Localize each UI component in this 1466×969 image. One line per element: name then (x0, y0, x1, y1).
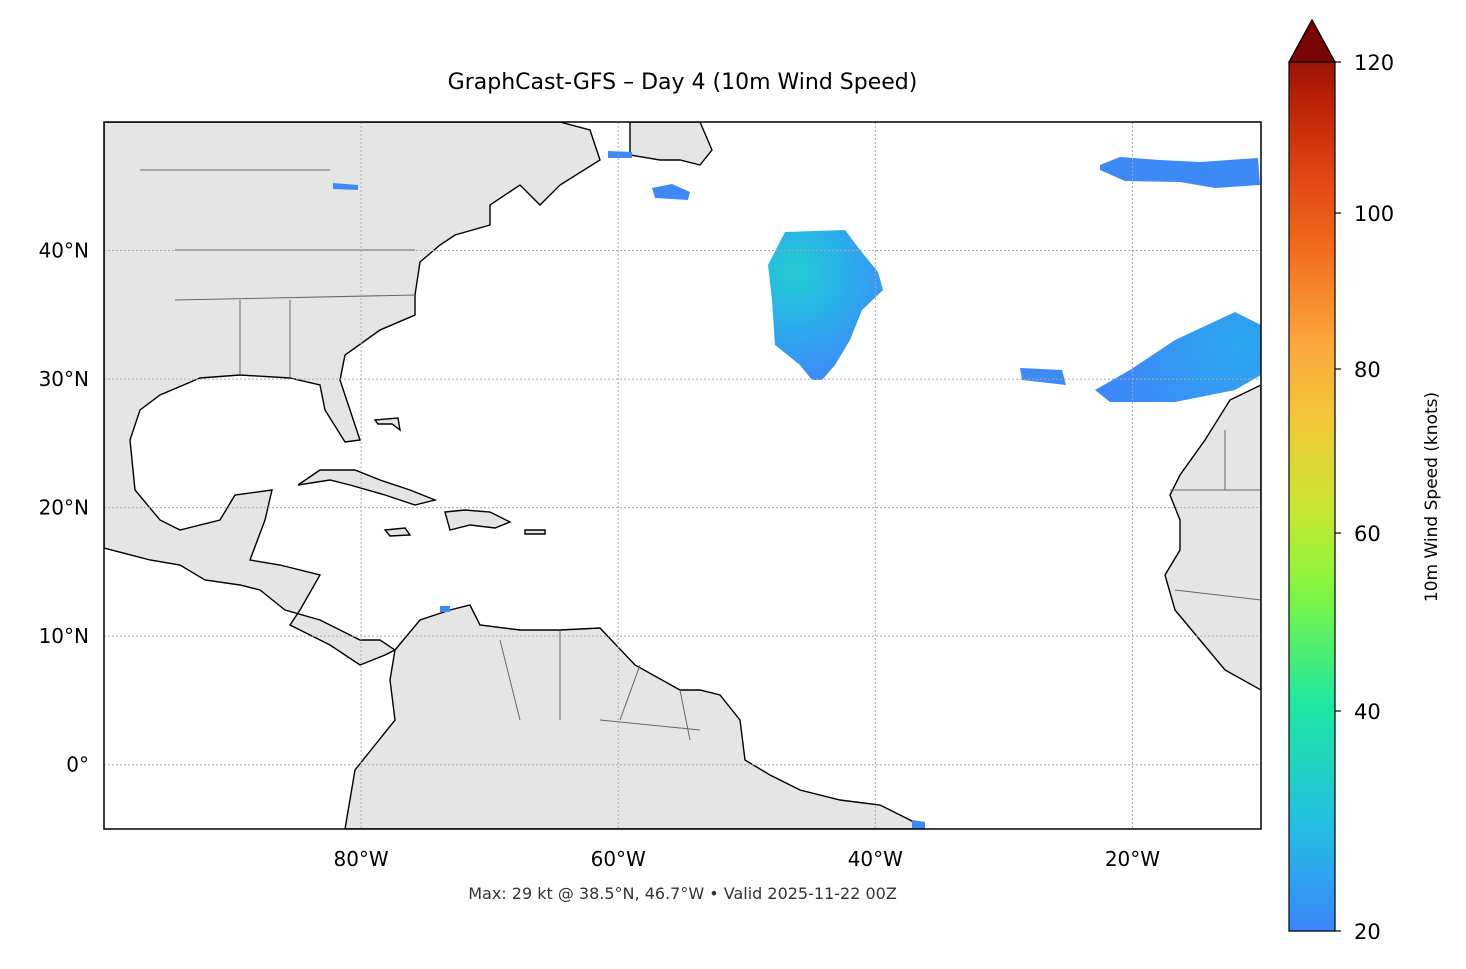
y-tick-label: 30°N (39, 367, 89, 391)
y-tick-label: 10°N (39, 624, 89, 648)
country-border (499, 639, 521, 721)
wind-region-small (333, 183, 358, 190)
wind-region-small (608, 151, 632, 158)
map-axes: 80°W 60°W 40°W 20°W 0° 10°N 20°N 30°N 40°N (39, 239, 1161, 871)
colorbar-tick-label: 60 (1354, 522, 1381, 546)
landmass-south-america (344, 604, 927, 829)
country-border (619, 664, 641, 721)
wind-region-small (912, 820, 925, 829)
landmass-hispaniola (444, 509, 512, 531)
wind-region-small (652, 184, 690, 200)
map-subtitle: Max: 29 kt @ 38.5°N, 46.7°W • Valid 2025… (468, 884, 897, 903)
map-frame (103, 121, 1262, 830)
colorbar-extend-arrow (1287, 18, 1337, 63)
wind-region-small (1020, 368, 1066, 385)
x-tick-label: 60°W (591, 847, 646, 871)
landmass-jamaica (383, 527, 412, 537)
country-border (679, 689, 691, 741)
wind-region-small (440, 606, 450, 612)
wind-region-central-atlantic (768, 230, 883, 380)
colorbar-bar (1288, 18, 1336, 932)
y-tick-label: 40°N (39, 239, 89, 263)
x-tick-label: 20°W (1105, 847, 1160, 871)
landmass-newfoundland (629, 122, 713, 166)
y-tick-label: 0° (66, 753, 89, 777)
landmass-africa (1164, 384, 1261, 691)
country-border (599, 719, 701, 731)
landmass-cuba (297, 469, 438, 506)
y-tick-label: 20°N (39, 496, 89, 520)
colorbar: 20 40 60 80 100 120 (1287, 18, 1394, 944)
wind-region-northeast (1100, 157, 1260, 188)
colorbar-tick-label: 80 (1354, 358, 1381, 382)
country-border (174, 294, 416, 301)
colorbar-tick-label: 20 (1354, 920, 1381, 944)
map-title: GraphCast-GFS – Day 4 (10m Wind Speed) (447, 70, 918, 95)
landmass-bahamas (373, 417, 401, 432)
colorbar-tick-label: 120 (1354, 51, 1394, 75)
landmass-north-america (104, 122, 601, 666)
colorbar-tick-label: 100 (1354, 202, 1394, 226)
country-border (1174, 589, 1261, 601)
landmass-puerto-rico (524, 529, 546, 535)
colorbar-tick-label: 40 (1354, 700, 1381, 724)
x-tick-label: 80°W (333, 847, 388, 871)
x-tick-label: 40°W (848, 847, 903, 871)
map-plot-area (104, 122, 1261, 829)
